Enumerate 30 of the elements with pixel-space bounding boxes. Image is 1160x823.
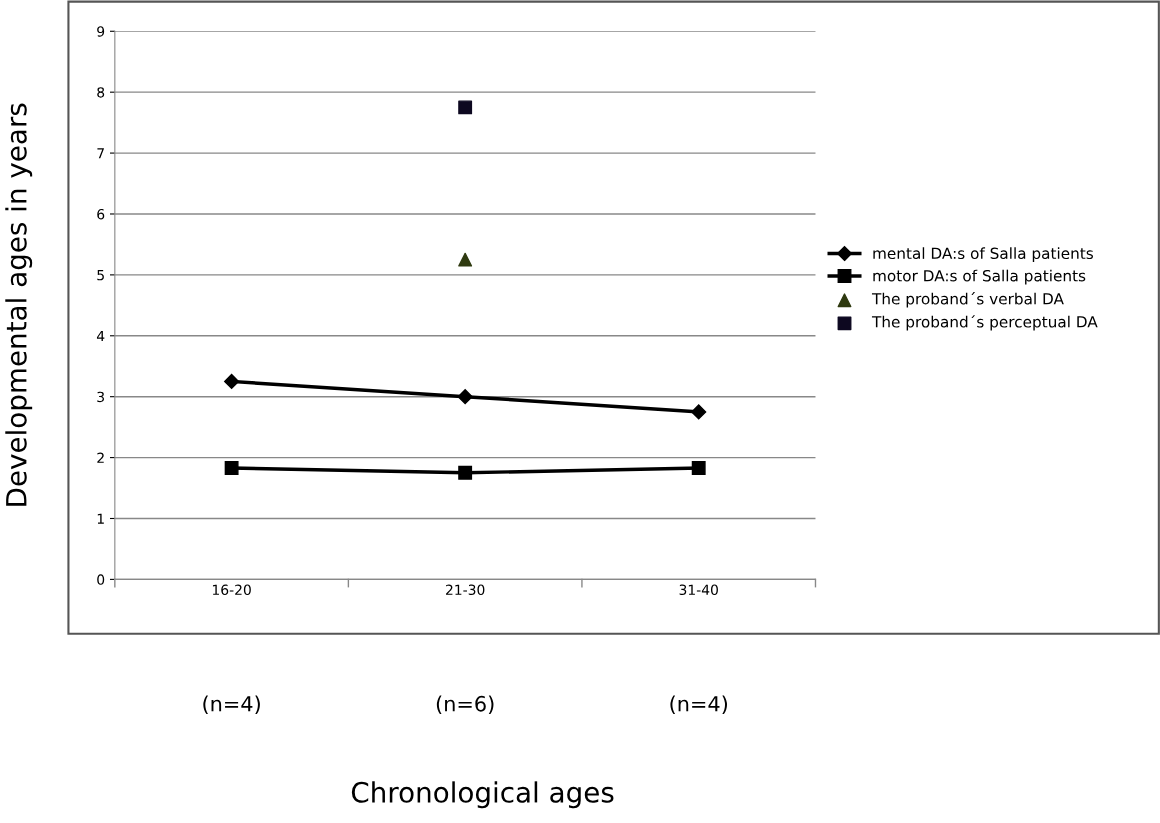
point bbox=[458, 465, 473, 480]
point bbox=[691, 404, 707, 420]
y-tick-label: 8 bbox=[97, 87, 105, 98]
y-axis-title: Developmental ages in years bbox=[5, 103, 33, 506]
y-tick-label: 7 bbox=[97, 148, 104, 159]
y-tick-label: 6 bbox=[97, 208, 105, 220]
legend-label: The proband´s verbal DA bbox=[871, 292, 1064, 308]
point bbox=[224, 373, 240, 390]
point bbox=[457, 389, 473, 405]
point bbox=[458, 252, 473, 267]
y-tick-label: 3 bbox=[97, 391, 104, 403]
x-tick-label: 16-20 bbox=[212, 584, 251, 595]
y-tick-label: 2 bbox=[97, 452, 104, 463]
y-tick-label: 9 bbox=[97, 26, 105, 37]
text: (n=4) bbox=[203, 695, 260, 715]
point bbox=[691, 460, 706, 475]
point bbox=[224, 460, 239, 475]
y-tick-label: 4 bbox=[96, 330, 105, 342]
point bbox=[458, 100, 473, 115]
legend-label: motor DA:s of Salla patients bbox=[873, 269, 1086, 285]
y-tick-label: 1 bbox=[97, 513, 104, 524]
text: (n=6) bbox=[436, 695, 494, 715]
y-tick-label: 5 bbox=[97, 270, 104, 281]
y-tick-label: 0 bbox=[97, 574, 105, 585]
text: (n=4) bbox=[670, 695, 727, 715]
text: Chronological ages bbox=[351, 781, 614, 809]
x-tick-label: 31-40 bbox=[679, 584, 718, 595]
legend-label: mental DA:s of Salla patients bbox=[873, 247, 1093, 263]
x-tick-label: 21-30 bbox=[446, 584, 485, 595]
legend-label: The proband´s perceptual DA bbox=[871, 315, 1098, 331]
